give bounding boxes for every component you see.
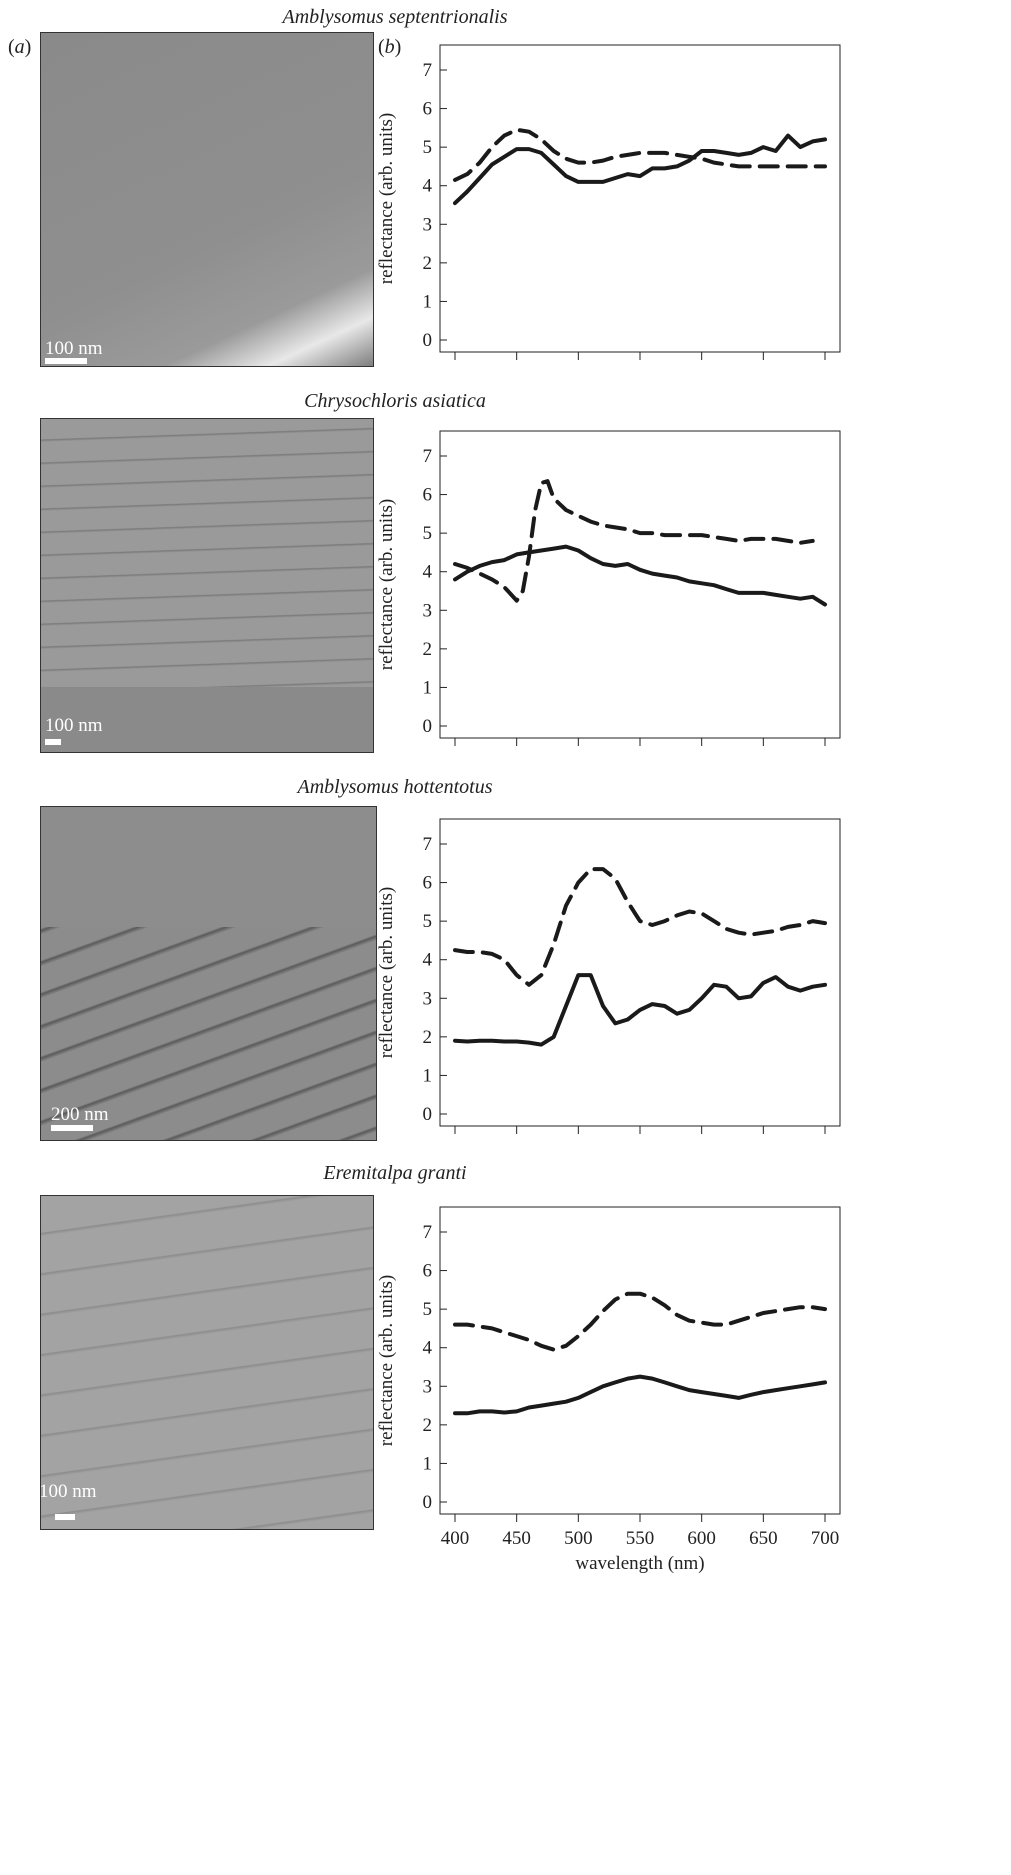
y-tick-label: 1 <box>423 1065 433 1086</box>
scale-bar <box>51 1125 93 1131</box>
scale-bar <box>45 358 87 364</box>
y-tick-label: 3 <box>423 988 433 1009</box>
y-tick-label: 5 <box>423 1299 433 1320</box>
y-tick-label: 6 <box>423 485 433 506</box>
y-tick-label: 6 <box>423 873 433 894</box>
y-tick-label: 6 <box>423 99 433 120</box>
reflectance-chart-4: 0 1 2 3 4 5 6 7 400 450 500 550 600 650 700 reflectance… <box>376 1206 841 1574</box>
scale-bar-label: 100 nm <box>45 338 103 359</box>
x-tick-label: 700 <box>811 1528 840 1549</box>
scale-bar <box>55 1514 75 1520</box>
scale-bar-label: 100 nm <box>45 715 103 736</box>
dashed-series-line <box>453 867 827 987</box>
y-tick-label: 4 <box>423 950 433 971</box>
scale-bar <box>45 739 61 745</box>
scale-bar-label: 200 nm <box>51 1104 109 1125</box>
species-title: Eremitalpa granti <box>323 1162 467 1184</box>
solid-series-line <box>453 133 827 206</box>
y-tick-label: 7 <box>423 834 433 855</box>
y-tick-label: 7 <box>423 446 433 467</box>
solid-series-line <box>453 544 827 607</box>
y-tick-label: 7 <box>423 1222 433 1243</box>
x-tick-label: 600 <box>687 1528 716 1549</box>
y-axis-label: reflectance (arb. units) <box>376 113 397 284</box>
reflectance-chart-2: 0 1 2 3 4 5 6 7 reflectance (arb. units) <box>376 430 841 746</box>
solid-series-line <box>453 1374 827 1416</box>
y-tick-label: 4 <box>423 562 433 583</box>
plot-frame <box>439 430 841 739</box>
x-axis-label: wavelength (nm) <box>575 1553 704 1574</box>
y-tick-label: 3 <box>423 1376 433 1397</box>
micrograph: 200 nm <box>40 806 377 1141</box>
y-tick-label: 1 <box>423 291 433 312</box>
y-axis-label: reflectance (arb. units) <box>376 1275 397 1446</box>
species-title: Chrysochloris asiatica <box>304 390 486 412</box>
panel-label-b: (b) <box>378 36 402 58</box>
y-tick-label: 2 <box>423 1027 433 1048</box>
y-tick-label: 5 <box>423 137 433 158</box>
y-axis-label: reflectance (arb. units) <box>376 887 397 1058</box>
x-tick-label: 550 <box>626 1528 655 1549</box>
micrograph: 100 nm <box>40 1195 374 1530</box>
solid-series-line <box>453 973 827 1047</box>
y-tick-label: 0 <box>423 1104 433 1125</box>
y-tick-label: 7 <box>423 60 433 81</box>
dashed-series-line <box>453 1291 827 1352</box>
plot-frame <box>439 44 841 353</box>
x-tick-label: 400 <box>441 1528 470 1549</box>
y-tick-label: 3 <box>423 600 433 621</box>
dashed-series-line <box>453 127 827 182</box>
y-tick-label: 2 <box>423 253 433 274</box>
species-title: Amblysomus septentrionalis <box>282 6 508 28</box>
panel-label-a: (a) <box>8 36 32 58</box>
micrograph: 100 nm <box>40 418 374 753</box>
micrograph: 100 nm <box>40 32 374 367</box>
species-title: Amblysomus hottentotus <box>297 776 493 798</box>
y-tick-label: 2 <box>423 639 433 660</box>
plot-frame <box>439 818 841 1127</box>
x-tick-label: 650 <box>749 1528 778 1549</box>
y-tick-label: 5 <box>423 523 433 544</box>
dashed-series-line <box>453 479 815 603</box>
plot-frame <box>439 1206 841 1515</box>
y-tick-label: 0 <box>423 330 433 351</box>
y-tick-label: 5 <box>423 911 433 932</box>
y-tick-label: 6 <box>423 1261 433 1282</box>
scale-bar-label: 100 nm <box>40 1481 97 1502</box>
y-tick-label: 0 <box>423 1492 433 1513</box>
x-tick-label: 450 <box>502 1528 531 1549</box>
y-tick-label: 2 <box>423 1415 433 1436</box>
y-tick-label: 1 <box>423 677 433 698</box>
y-tick-label: 0 <box>423 716 433 737</box>
y-tick-label: 4 <box>423 1338 433 1359</box>
reflectance-chart-3: 0 1 2 3 4 5 6 7 reflectance (arb. units) <box>376 818 841 1134</box>
reflectance-chart-1: 0 1 2 3 4 5 6 7 reflectance (arb. units) <box>376 44 841 360</box>
y-tick-label: 4 <box>423 176 433 197</box>
x-tick-label: 500 <box>564 1528 593 1549</box>
y-tick-label: 3 <box>423 214 433 235</box>
y-tick-label: 1 <box>423 1453 433 1474</box>
y-axis-label: reflectance (arb. units) <box>376 499 397 670</box>
